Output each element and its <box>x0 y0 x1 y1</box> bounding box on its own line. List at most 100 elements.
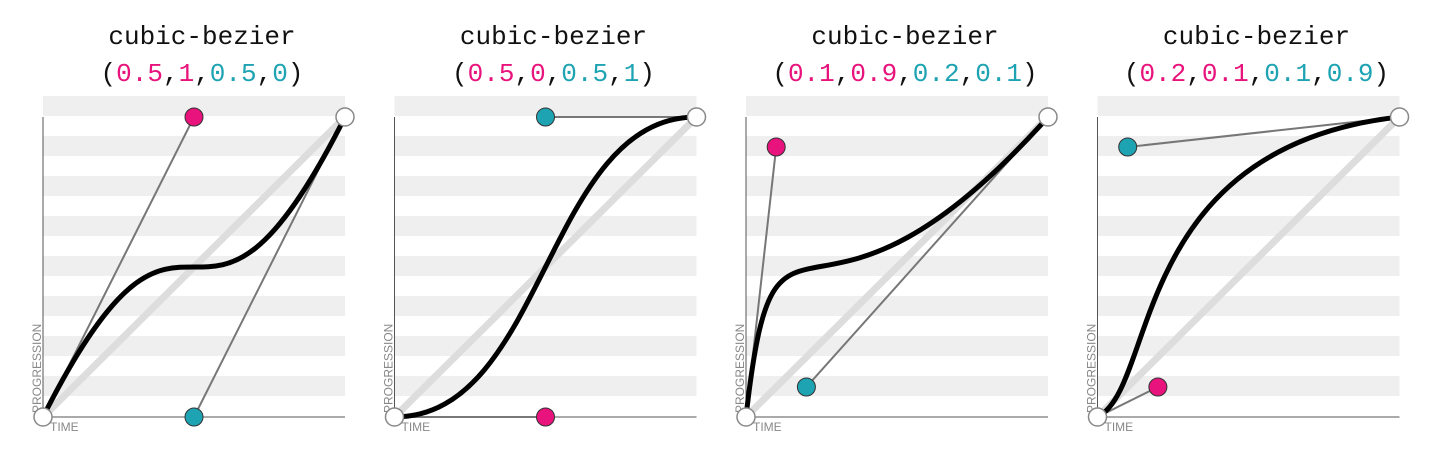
panel: TIMEPROGRESSIONcubic-bezier(0.1,0.9,0.2,… <box>733 22 1058 434</box>
stripe <box>394 176 697 196</box>
linear-reference <box>1095 114 1402 420</box>
stripe <box>43 376 345 396</box>
stripe <box>394 376 697 396</box>
param: 0.5 <box>210 59 257 89</box>
control-point-1 <box>766 137 786 157</box>
param: 0.2 <box>1139 59 1186 89</box>
stripe <box>746 216 1048 236</box>
end-point <box>1038 107 1058 127</box>
start-point <box>384 407 405 427</box>
paren: ) <box>1022 59 1038 89</box>
stripe <box>746 136 1048 156</box>
stripe <box>43 296 345 316</box>
stripe <box>394 216 697 236</box>
separator: , <box>257 59 273 89</box>
separator: , <box>1249 59 1265 89</box>
y-axis-label: PROGRESSION <box>30 324 44 413</box>
bezier-curve <box>394 114 697 420</box>
paren: ( <box>452 59 468 89</box>
stripe <box>1097 376 1400 396</box>
stripe <box>746 336 1048 356</box>
param: 0.2 <box>913 59 960 89</box>
paren: ( <box>101 59 117 89</box>
stripe <box>43 96 345 116</box>
start-point <box>33 407 53 427</box>
title: cubic-bezier <box>811 22 998 52</box>
stripe <box>1097 96 1400 116</box>
params-line: (0.5,0,0.5,1) <box>452 59 655 89</box>
separator: , <box>514 59 530 89</box>
x-axis-label: TIME <box>50 420 79 434</box>
separator: , <box>960 59 976 89</box>
paren: ( <box>772 59 788 89</box>
bezier-curve <box>40 115 348 419</box>
end-point <box>1389 107 1410 127</box>
control-point-2 <box>536 107 555 127</box>
separator: , <box>546 59 562 89</box>
param: 0.5 <box>468 59 515 89</box>
stripe <box>1097 216 1400 236</box>
bezier-curve <box>743 115 1050 418</box>
start-point <box>736 407 756 427</box>
control-point-1 <box>536 407 555 427</box>
param: 1 <box>624 59 640 89</box>
x-axis-label: TIME <box>1105 420 1134 434</box>
paren: ) <box>288 59 304 89</box>
params-line: (0.5,1,0.5,0) <box>101 59 304 89</box>
separator: , <box>835 59 851 89</box>
separator: , <box>1186 59 1202 89</box>
x-axis-label: TIME <box>402 420 431 434</box>
separator: , <box>163 59 179 89</box>
stripe <box>746 176 1048 196</box>
start-point <box>1087 407 1108 427</box>
x-axis-label: TIME <box>753 420 782 434</box>
param: 0 <box>530 59 546 89</box>
separator: , <box>897 59 913 89</box>
stripe <box>394 136 697 156</box>
control-point-1 <box>184 107 204 127</box>
y-axis-label: PROGRESSION <box>382 324 396 413</box>
param: 0.9 <box>850 59 897 89</box>
title: cubic-bezier <box>1163 22 1350 52</box>
param: 0.1 <box>788 59 835 89</box>
separator: , <box>194 59 210 89</box>
stripe <box>1097 336 1400 356</box>
params-line: (0.2,0.1,0.1,0.9) <box>1124 59 1389 89</box>
separator: , <box>1311 59 1327 89</box>
end-point <box>686 107 707 127</box>
paren: ) <box>639 59 655 89</box>
control-point-2 <box>796 377 816 397</box>
end-point <box>335 107 355 127</box>
stripe <box>394 336 697 356</box>
title: cubic-bezier <box>460 22 647 52</box>
stripe <box>394 296 697 316</box>
y-axis-label: PROGRESSION <box>1085 324 1099 413</box>
param: 0.9 <box>1327 59 1374 89</box>
param: 1 <box>179 59 195 89</box>
y-axis-label: PROGRESSION <box>733 324 747 413</box>
title: cubic-bezier <box>108 22 295 52</box>
paren: ) <box>1374 59 1390 89</box>
params-line: (0.1,0.9,0.2,0.1) <box>772 59 1037 89</box>
stripe <box>746 376 1048 396</box>
control-point-2 <box>184 407 204 427</box>
bezier-curve <box>1096 114 1400 420</box>
separator: , <box>608 59 624 89</box>
param: 0.1 <box>975 59 1022 89</box>
stripe <box>43 216 345 236</box>
panel: TIME PROGRESSION cubic-bezier (0.2,0.1,0.1,… <box>1085 22 1410 434</box>
stripe <box>43 136 345 156</box>
param: 0.1 <box>1264 59 1311 89</box>
control-point-1 <box>1148 377 1168 397</box>
param: 0.5 <box>116 59 163 89</box>
param: 0 <box>272 59 288 89</box>
param: 0.1 <box>1202 59 1249 89</box>
param: 0.5 <box>561 59 608 89</box>
control-point-2 <box>1118 137 1138 157</box>
stripe <box>746 296 1048 316</box>
stripe <box>746 96 1048 116</box>
stripe <box>394 96 697 116</box>
